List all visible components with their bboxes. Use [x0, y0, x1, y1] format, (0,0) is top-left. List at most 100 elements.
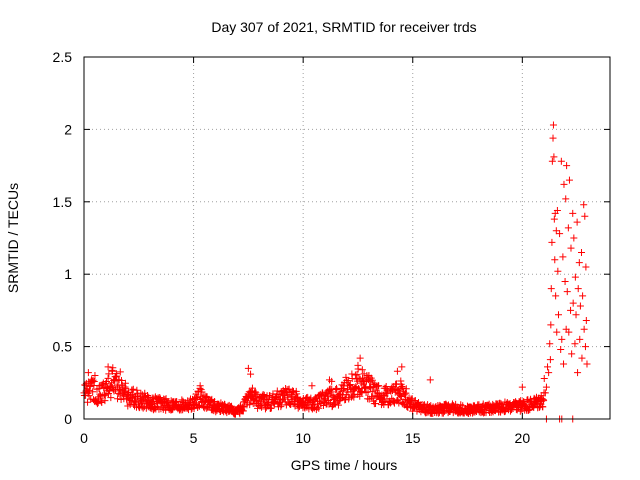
data-point	[358, 388, 366, 396]
data-point	[375, 382, 383, 390]
data-point	[84, 369, 92, 377]
data-point	[540, 397, 548, 405]
data-point	[244, 364, 252, 372]
data-point	[349, 392, 357, 400]
data-point	[399, 384, 407, 392]
data-point	[113, 372, 121, 380]
data-point	[583, 360, 591, 368]
data-point	[105, 370, 113, 378]
y-tick-label: 1.5	[53, 194, 73, 210]
data-point	[382, 382, 390, 390]
data-point	[394, 386, 402, 394]
data-point	[129, 385, 137, 393]
data-point	[334, 401, 342, 409]
data-point	[551, 256, 559, 264]
data-point	[545, 369, 553, 377]
data-point	[426, 376, 434, 384]
data-point	[353, 370, 361, 378]
data-point	[315, 404, 323, 412]
data-point	[552, 292, 560, 300]
data-point	[540, 374, 548, 382]
data-point	[190, 405, 198, 413]
data-point	[559, 253, 567, 261]
data-point	[542, 383, 550, 391]
data-point	[104, 363, 112, 371]
data-point	[576, 335, 584, 343]
data-point	[561, 277, 569, 285]
data-point	[81, 381, 89, 389]
data-point	[556, 230, 564, 238]
data-point	[133, 386, 141, 394]
data-point	[563, 288, 571, 296]
data-point	[565, 176, 573, 184]
data-point	[572, 311, 580, 319]
data-point	[356, 354, 364, 362]
data-point	[580, 325, 588, 333]
data-point	[104, 374, 112, 382]
data-point	[569, 299, 577, 307]
data-point	[247, 370, 255, 378]
data-point	[273, 387, 281, 395]
data-point	[351, 371, 359, 379]
data-point	[548, 157, 556, 165]
data-point	[395, 399, 403, 407]
data-point	[496, 399, 504, 407]
data-point	[549, 121, 557, 129]
data-point	[563, 162, 571, 170]
data-point	[565, 328, 573, 336]
data-point	[582, 263, 590, 271]
data-point	[579, 292, 587, 300]
data-point	[101, 391, 109, 399]
data-point	[553, 206, 561, 214]
data-point	[571, 340, 579, 348]
data-point	[547, 321, 555, 329]
data-point	[578, 354, 586, 362]
data-point	[313, 403, 321, 411]
data-point	[554, 311, 562, 319]
data-point	[567, 306, 575, 314]
data-point	[344, 377, 352, 385]
data-point	[398, 363, 406, 371]
data-point	[557, 157, 565, 165]
data-point	[576, 302, 584, 310]
axis-ticks: 0 5 10 15 20 0 0.5 1 1.5 2 2.5	[53, 49, 610, 446]
data-point	[369, 388, 377, 396]
y-tick-label: 2.5	[53, 49, 73, 65]
data-point	[252, 389, 260, 397]
data-point	[564, 224, 572, 232]
data-point	[116, 368, 124, 376]
data-point	[548, 238, 556, 246]
data-point	[574, 369, 582, 377]
data-point	[239, 407, 247, 415]
y-tick-label: 2	[64, 121, 72, 137]
data-point	[546, 340, 554, 348]
x-axis-label: GPS time / hours	[291, 457, 398, 473]
data-point	[544, 363, 552, 371]
data-point	[582, 317, 590, 325]
data-point	[107, 394, 115, 402]
data-point	[547, 285, 555, 293]
data-point	[393, 367, 401, 375]
data-point	[196, 382, 204, 390]
data-point	[546, 356, 554, 364]
data-point	[354, 361, 362, 369]
data-point	[333, 386, 341, 394]
data-point	[98, 398, 106, 406]
data-point	[114, 395, 122, 403]
data-point	[567, 244, 575, 252]
data-point	[367, 384, 375, 392]
data-point	[518, 383, 526, 391]
data-point	[541, 389, 549, 397]
data-point	[552, 227, 560, 235]
data-point	[269, 390, 277, 398]
data-point	[553, 328, 561, 336]
data-point	[93, 398, 101, 406]
y-tick-label: 1	[64, 266, 72, 282]
data-point	[570, 234, 578, 242]
data-point	[550, 215, 558, 223]
data-point	[580, 201, 588, 209]
data-point	[574, 285, 582, 293]
data-point	[581, 343, 589, 351]
data-point	[308, 382, 316, 390]
data-point	[550, 153, 558, 161]
